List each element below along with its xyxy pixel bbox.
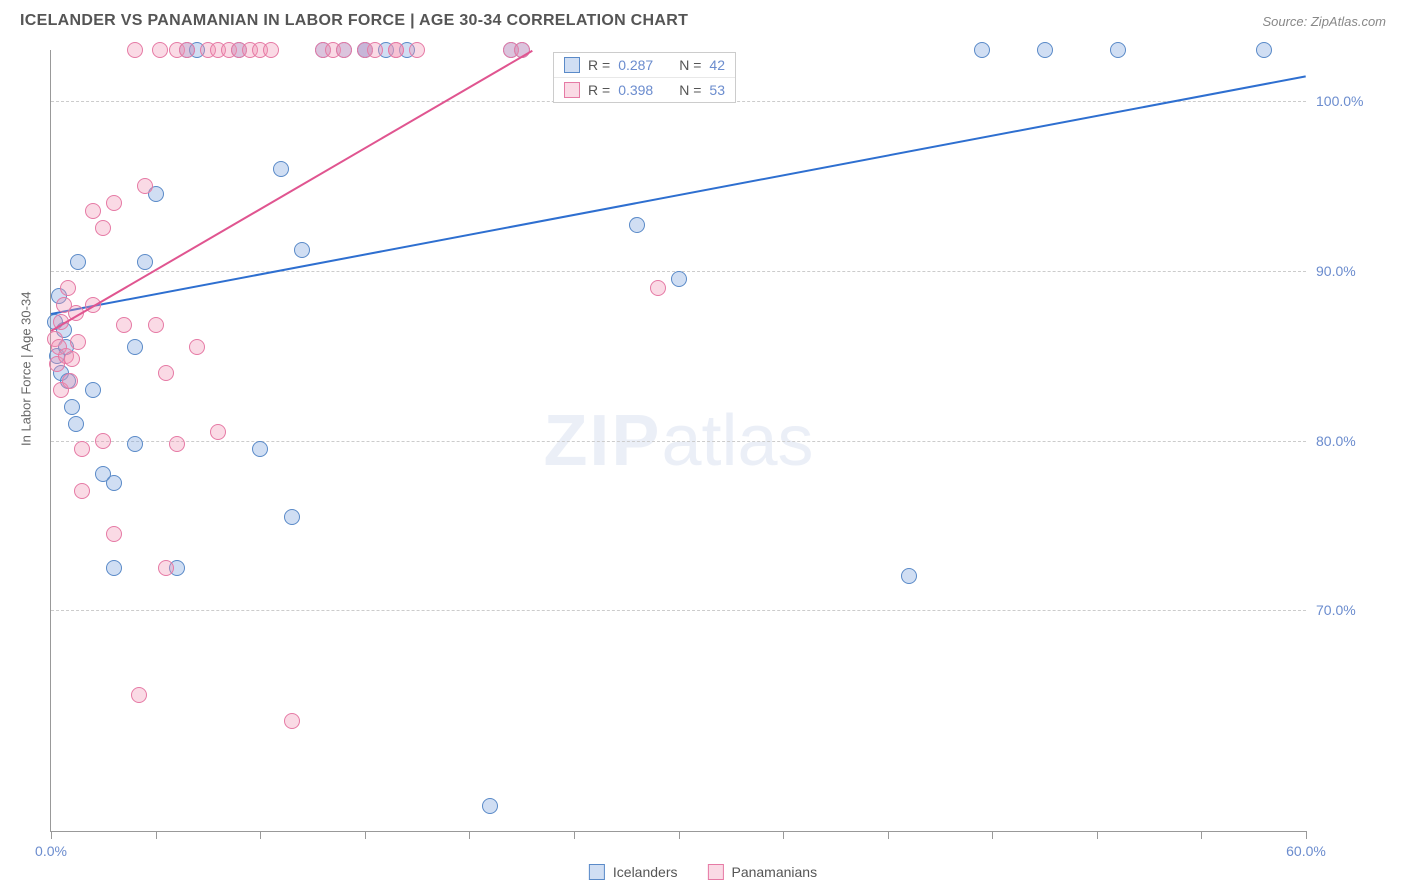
data-point (252, 441, 268, 457)
xtick (51, 831, 52, 839)
ytick-label: 70.0% (1316, 602, 1376, 618)
n-label: N = (679, 82, 701, 98)
data-point (106, 195, 122, 211)
data-point (1110, 42, 1126, 58)
legend-item: Panamanians (707, 864, 817, 880)
data-point (60, 280, 76, 296)
legend-label: Icelanders (613, 864, 678, 880)
data-point (106, 526, 122, 542)
data-point (901, 568, 917, 584)
data-point (284, 713, 300, 729)
data-point (273, 161, 289, 177)
legend-label: Panamanians (731, 864, 817, 880)
data-point (116, 317, 132, 333)
xtick (1097, 831, 1098, 839)
gridline (51, 610, 1306, 611)
data-point (974, 42, 990, 58)
legend-item: Icelanders (589, 864, 678, 880)
trend-line (50, 50, 532, 332)
n-label: N = (679, 57, 701, 73)
xtick-label: 60.0% (1286, 843, 1326, 859)
data-point (137, 178, 153, 194)
data-point (127, 42, 143, 58)
source-label: Source: ZipAtlas.com (1262, 14, 1386, 29)
data-point (1037, 42, 1053, 58)
xtick (783, 831, 784, 839)
data-point (131, 687, 147, 703)
n-value: 42 (709, 57, 725, 73)
swatch-icon (589, 864, 605, 880)
data-point (158, 365, 174, 381)
ytick-label: 100.0% (1316, 93, 1376, 109)
data-point (127, 339, 143, 355)
chart-title: ICELANDER VS PANAMANIAN IN LABOR FORCE |… (20, 12, 688, 30)
n-value: 53 (709, 82, 725, 98)
data-point (482, 798, 498, 814)
data-point (62, 373, 78, 389)
data-point (671, 271, 687, 287)
ytick-label: 90.0% (1316, 263, 1376, 279)
y-axis-label: In Labor Force | Age 30-34 (19, 292, 34, 446)
xtick (1306, 831, 1307, 839)
xtick (260, 831, 261, 839)
data-point (388, 42, 404, 58)
data-point (137, 254, 153, 270)
plot-area: ZIPatlas 70.0%80.0%90.0%100.0%0.0%60.0%R… (50, 50, 1306, 832)
data-point (169, 436, 185, 452)
xtick (1201, 831, 1202, 839)
data-point (70, 334, 86, 350)
swatch-icon (564, 57, 580, 73)
data-point (158, 560, 174, 576)
data-point (85, 382, 101, 398)
correlation-box: R = 0.287 N = 42 R = 0.398 N = 53 (553, 52, 736, 103)
data-point (68, 416, 84, 432)
data-point (70, 254, 86, 270)
data-point (1256, 42, 1272, 58)
gridline (51, 441, 1306, 442)
data-point (629, 217, 645, 233)
xtick (574, 831, 575, 839)
xtick (888, 831, 889, 839)
data-point (127, 436, 143, 452)
data-point (284, 509, 300, 525)
data-point (650, 280, 666, 296)
r-label: R = (588, 82, 610, 98)
xtick (156, 831, 157, 839)
legend: Icelanders Panamanians (589, 864, 817, 880)
swatch-icon (564, 82, 580, 98)
data-point (85, 203, 101, 219)
data-point (152, 42, 168, 58)
data-point (263, 42, 279, 58)
swatch-icon (707, 864, 723, 880)
xtick (679, 831, 680, 839)
data-point (106, 560, 122, 576)
data-point (95, 220, 111, 236)
data-point (74, 483, 90, 499)
data-point (294, 242, 310, 258)
data-point (106, 475, 122, 491)
data-point (64, 351, 80, 367)
xtick (992, 831, 993, 839)
data-point (409, 42, 425, 58)
data-point (95, 433, 111, 449)
data-point (148, 317, 164, 333)
xtick (469, 831, 470, 839)
data-point (336, 42, 352, 58)
ytick-label: 80.0% (1316, 433, 1376, 449)
correlation-row: R = 0.287 N = 42 (554, 53, 735, 78)
r-label: R = (588, 57, 610, 73)
data-point (64, 399, 80, 415)
xtick-label: 0.0% (35, 843, 67, 859)
data-point (189, 339, 205, 355)
r-value: 0.398 (618, 82, 653, 98)
data-point (210, 424, 226, 440)
data-point (74, 441, 90, 457)
data-point (179, 42, 195, 58)
data-point (367, 42, 383, 58)
correlation-row: R = 0.398 N = 53 (554, 78, 735, 102)
xtick (365, 831, 366, 839)
r-value: 0.287 (618, 57, 653, 73)
